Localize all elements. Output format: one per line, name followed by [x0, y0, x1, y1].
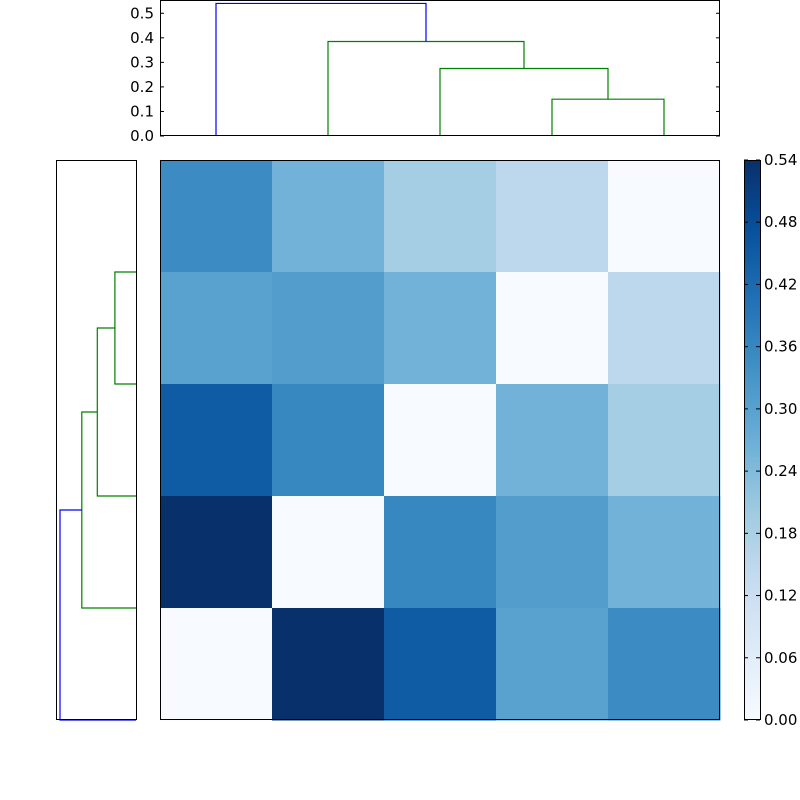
colorbar-tick-label: 0.48 [764, 213, 797, 231]
heatmap-cell-r1-c3 [496, 272, 609, 385]
top-dendrogram-link-3 [215, 2, 427, 136]
left-dendrogram [56, 160, 137, 721]
left-dendrogram-links [59, 271, 136, 721]
colorbar-tick-label: 0.18 [764, 524, 797, 542]
heatmap-cell-r3-c2 [384, 496, 497, 609]
colorbar: 0.00 0.06 0.12 0.18 0.24 0.30 0.36 0.42 0.48 0.54 [744, 151, 797, 729]
colorbar-tick-label: 0.54 [764, 151, 797, 169]
colorbar-gradient [744, 160, 761, 720]
heatmap-cell-r0-c1 [272, 160, 385, 273]
top-y-tick-label: 0.0 [130, 127, 154, 145]
top-y-tick-label: 0.3 [130, 53, 154, 71]
heatmap-cell-r2-c2 [384, 384, 497, 497]
colorbar-tick-label: 0.24 [764, 462, 797, 480]
heatmap-cell-r1-c4 [608, 272, 721, 385]
colorbar-tick-label: 0.30 [764, 400, 797, 418]
top-dendrogram-links [215, 2, 665, 136]
heatmap-cell-r3-c3 [496, 496, 609, 609]
heatmap-cell-r1-c0 [160, 272, 273, 385]
colorbar-tick-label: 0.12 [764, 587, 797, 605]
heatmap-cell-r3-c0 [160, 496, 273, 609]
top-dendrogram-y-ticks: 0.0 0.1 0.2 0.3 0.4 0.5 [130, 4, 720, 145]
heatmap-cell-r4-c3 [496, 608, 609, 721]
heatmap-cell-r3-c1 [272, 496, 385, 609]
heatmap-cell-r4-c2 [384, 608, 497, 721]
left-dendrogram-frame [56, 160, 137, 720]
heatmap-cell-r1-c2 [384, 272, 497, 385]
top-dendrogram: 0.0 0.1 0.2 0.3 0.4 0.5 [130, 0, 720, 145]
heatmap-frame [160, 160, 720, 720]
heatmap-cell-r0-c4 [608, 160, 721, 273]
top-y-tick-label: 0.5 [130, 4, 154, 22]
heatmap-cell-r3-c4 [608, 496, 721, 609]
colorbar-ticks: 0.00 0.06 0.12 0.18 0.24 0.30 0.36 0.42 0.48 0.54 [744, 151, 797, 729]
heatmap-cell-r4-c0 [160, 608, 273, 721]
colorbar-tick-label: 0.00 [764, 711, 797, 729]
heatmap-cell-r0-c2 [384, 160, 497, 273]
heatmap-cell-r4-c4 [608, 608, 721, 721]
heatmap-cell-r2-c3 [496, 384, 609, 497]
top-y-tick-label: 0.1 [130, 102, 154, 120]
heatmap-cell-r0-c3 [496, 160, 609, 273]
heatmap-cell-r4-c1 [272, 608, 385, 721]
top-y-tick-label: 0.4 [130, 29, 154, 47]
heatmap-cells [160, 160, 721, 721]
heatmap [160, 160, 721, 721]
colorbar-tick-label: 0.06 [764, 649, 797, 667]
top-dendrogram-frame [160, 0, 720, 136]
heatmap-cell-r2-c1 [272, 384, 385, 497]
heatmap-cell-r2-c0 [160, 384, 273, 497]
colorbar-tick-label: 0.42 [764, 275, 797, 293]
heatmap-cell-r0-c0 [160, 160, 273, 273]
colorbar-tick-label: 0.36 [764, 338, 797, 356]
top-y-tick-label: 0.2 [130, 78, 154, 96]
heatmap-cell-r1-c1 [272, 272, 385, 385]
heatmap-cell-r2-c4 [608, 384, 721, 497]
